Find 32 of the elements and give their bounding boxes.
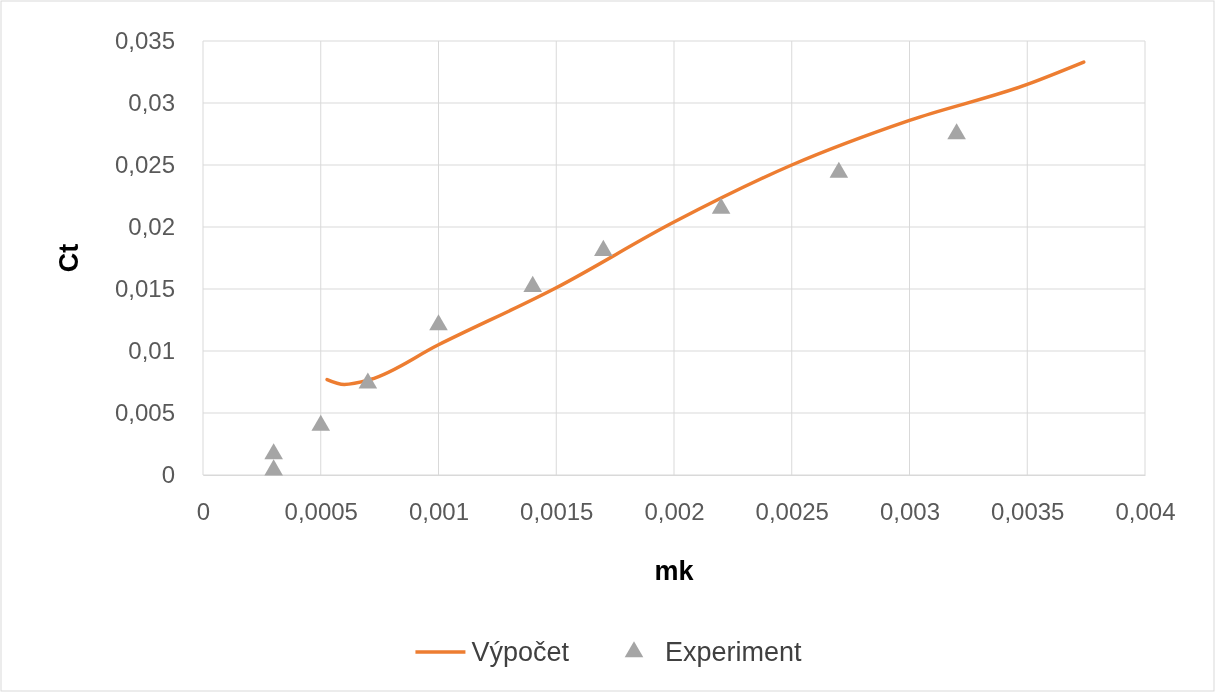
legend-label: Experiment bbox=[665, 637, 803, 667]
point bbox=[358, 372, 378, 389]
point bbox=[311, 414, 331, 431]
x-tick-label: 0,0005 bbox=[284, 498, 358, 526]
x-tick-label: 0,001 bbox=[408, 498, 470, 526]
point bbox=[829, 161, 849, 178]
point bbox=[429, 314, 448, 331]
x-tick-label: 0,0025 bbox=[755, 498, 829, 526]
point bbox=[523, 275, 543, 292]
point bbox=[711, 197, 731, 214]
x-tick-label: 0 bbox=[196, 498, 211, 526]
y-tick-label: 0,01 bbox=[128, 337, 175, 365]
x-axis-title: mk bbox=[654, 556, 695, 586]
y-tick-label: 0,025 bbox=[114, 151, 175, 179]
y-tick-label: 0,02 bbox=[128, 213, 175, 241]
x-tick-label: 0,003 bbox=[879, 498, 941, 526]
line-series bbox=[325, 60, 1086, 387]
point bbox=[594, 239, 613, 256]
x-tick-label: 0,0015 bbox=[520, 498, 594, 526]
point bbox=[947, 123, 966, 140]
y-axis-title: Ct bbox=[54, 243, 84, 273]
x-tick-label: 0,004 bbox=[1115, 498, 1176, 526]
y-tick-label: 0,035 bbox=[114, 27, 175, 55]
y-tick-label: 0,015 bbox=[114, 275, 175, 303]
point bbox=[264, 459, 283, 476]
y-tick-label: 0 bbox=[161, 461, 175, 489]
point bbox=[264, 443, 283, 460]
y-tick-label: 0,03 bbox=[128, 89, 175, 117]
x-tick-label: 0,002 bbox=[644, 498, 705, 526]
y-tick-label: 0,005 bbox=[114, 399, 175, 427]
x-tick-label: 0,0035 bbox=[991, 498, 1065, 526]
legend-label: Výpočet bbox=[471, 637, 570, 667]
